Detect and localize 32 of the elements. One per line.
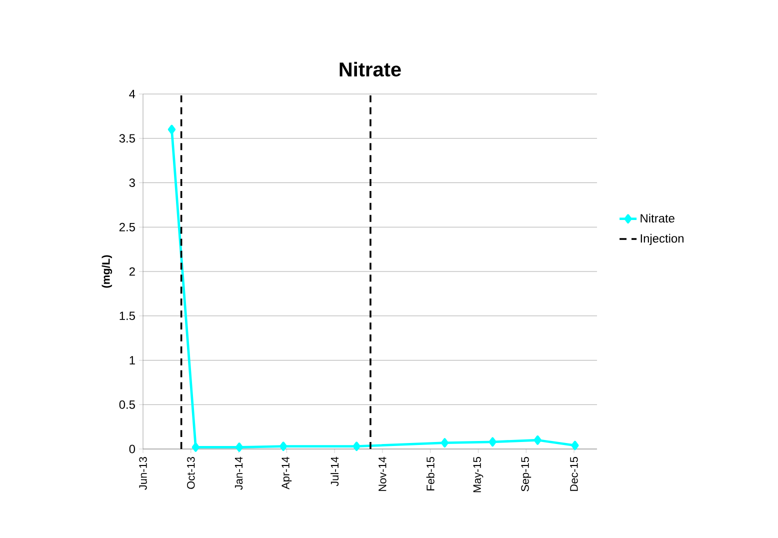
point	[168, 124, 176, 134]
point	[534, 435, 542, 445]
y-axis-title: (mg/L)	[102, 255, 112, 288]
legend-label: Nitrate	[640, 214, 674, 223]
x-tick-label: Nov-14	[378, 456, 386, 491]
y-tick-label: 0	[129, 444, 136, 454]
x-tick-label: Oct-13	[187, 456, 195, 489]
point	[488, 437, 496, 447]
x-tick-label: Jul-14	[330, 456, 339, 486]
x-tick-label: Jan-14	[234, 456, 243, 490]
point	[280, 442, 288, 452]
x-tick-label: May-15	[473, 456, 484, 492]
point	[352, 442, 360, 452]
point	[440, 438, 449, 448]
point	[235, 442, 244, 452]
y-tick-label: 3	[129, 178, 135, 187]
x-tick-label: Sep-15	[521, 456, 532, 492]
y-tick-label: 3.5	[119, 134, 135, 143]
x-tick-label: Dec-15	[570, 456, 578, 491]
point	[571, 440, 579, 450]
x-tick-label: Feb-15	[426, 456, 434, 490]
y-tick-label: 2	[129, 267, 135, 276]
chart-title: Nitrate	[340, 62, 401, 77]
y-tick-label: 1.5	[120, 312, 135, 320]
x-tick-label: Jun-13	[139, 456, 147, 490]
y-tick-label: 1	[130, 356, 135, 364]
y-tick-label: 4	[129, 90, 136, 98]
y-tick-label: 2.5	[119, 222, 135, 232]
ref-line-label: Injection	[640, 234, 684, 246]
point	[192, 442, 200, 452]
x-tick-label: Apr-14	[282, 456, 292, 490]
y-tick-label: 0.5	[119, 400, 135, 409]
